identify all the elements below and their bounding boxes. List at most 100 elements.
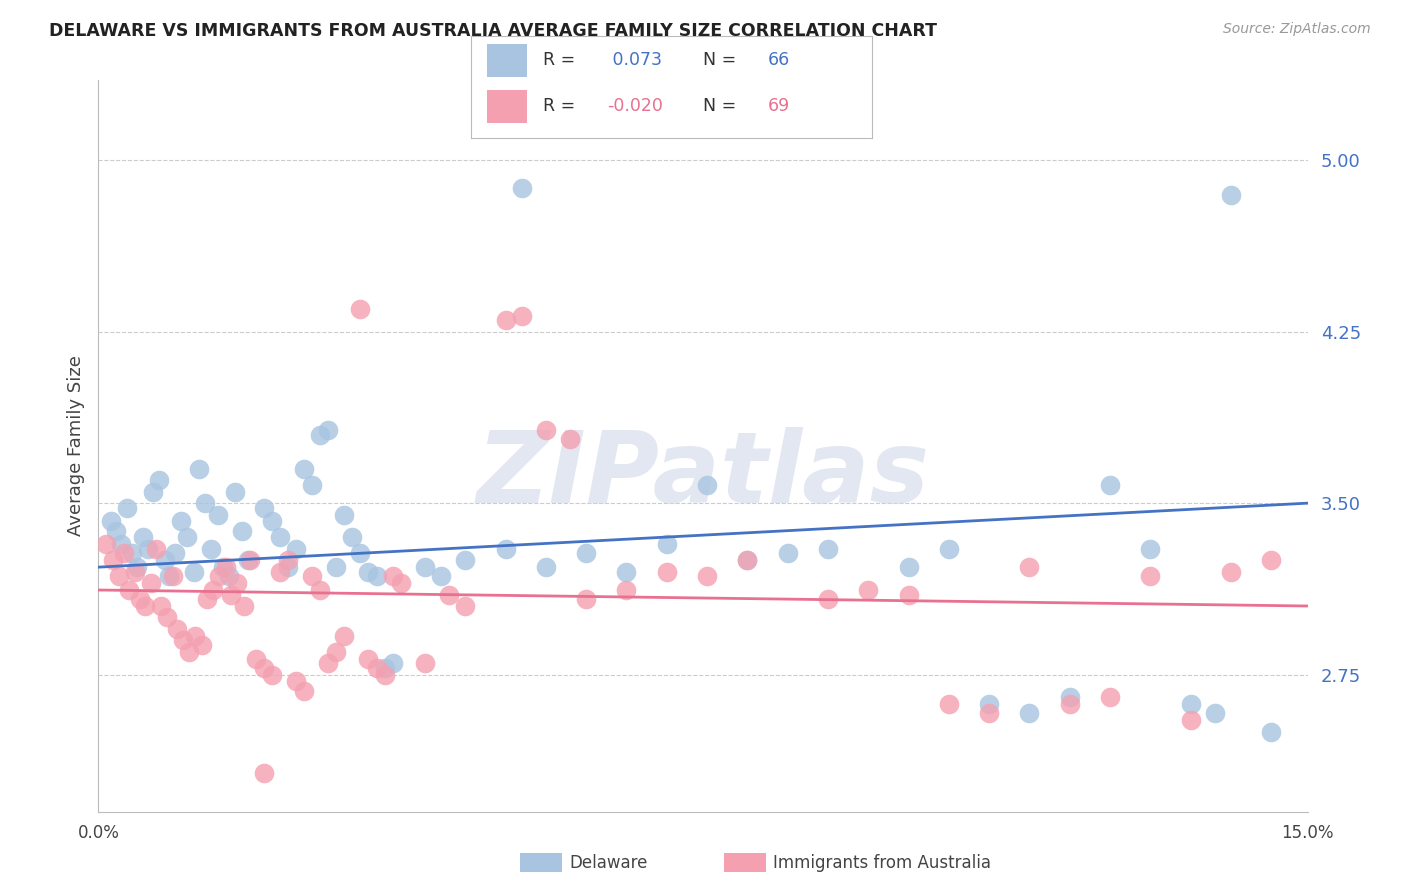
Point	[776, 546, 799, 560]
Point	[124, 565, 146, 579]
Point	[858, 582, 880, 597]
Point	[316, 656, 339, 670]
Point	[148, 473, 170, 487]
Point	[381, 656, 404, 670]
Point	[284, 541, 307, 556]
Point	[157, 569, 180, 583]
Point	[696, 569, 718, 583]
Point	[292, 683, 315, 698]
Point	[1059, 690, 1081, 705]
Point	[817, 592, 839, 607]
Point	[153, 553, 176, 567]
Point	[616, 582, 638, 597]
Point	[333, 508, 356, 522]
Point	[112, 546, 135, 560]
Point	[309, 582, 332, 597]
Point	[101, 553, 124, 567]
Point	[226, 576, 249, 591]
Point	[139, 576, 162, 591]
Text: DELAWARE VS IMMIGRANTS FROM AUSTRALIA AVERAGE FAMILY SIZE CORRELATION CHART: DELAWARE VS IMMIGRANTS FROM AUSTRALIA AV…	[49, 22, 938, 40]
Point	[349, 301, 371, 316]
Point	[115, 500, 138, 515]
Point	[1018, 706, 1040, 721]
Point	[105, 524, 128, 538]
Point	[253, 765, 276, 780]
Point	[616, 565, 638, 579]
Point	[413, 656, 436, 670]
Point	[1220, 565, 1243, 579]
Point	[655, 537, 678, 551]
Point	[1180, 714, 1202, 728]
Point	[218, 569, 240, 583]
Point	[510, 180, 533, 194]
Point	[277, 560, 299, 574]
Point	[118, 582, 141, 597]
Point	[534, 423, 557, 437]
Point	[224, 484, 246, 499]
Point	[232, 599, 254, 613]
Point	[325, 560, 347, 574]
Point	[381, 569, 404, 583]
Point	[129, 592, 152, 607]
Point	[357, 565, 380, 579]
Point	[183, 565, 205, 579]
Point	[1099, 478, 1122, 492]
Text: ZIPatlas: ZIPatlas	[477, 426, 929, 524]
Point	[938, 541, 960, 556]
Point	[1204, 706, 1226, 721]
Point	[134, 599, 156, 613]
Text: -0.020: -0.020	[607, 97, 664, 115]
Point	[200, 541, 222, 556]
Point	[454, 599, 477, 613]
Point	[260, 667, 283, 681]
Point	[156, 610, 179, 624]
Point	[96, 537, 118, 551]
Point	[163, 546, 186, 560]
Point	[107, 569, 129, 583]
Point	[938, 698, 960, 712]
Point	[1260, 724, 1282, 739]
Point	[253, 500, 276, 515]
Point	[176, 530, 198, 544]
Point	[979, 706, 1001, 721]
Text: Source: ZipAtlas.com: Source: ZipAtlas.com	[1223, 22, 1371, 37]
Point	[269, 565, 291, 579]
Point	[208, 569, 231, 583]
Point	[817, 541, 839, 556]
Point	[301, 569, 323, 583]
Point	[188, 462, 211, 476]
Point	[277, 553, 299, 567]
Point	[325, 645, 347, 659]
FancyBboxPatch shape	[486, 90, 527, 123]
Point	[245, 651, 267, 665]
Point	[357, 651, 380, 665]
Point	[309, 427, 332, 442]
Text: R =: R =	[543, 97, 581, 115]
Text: N =: N =	[703, 97, 742, 115]
Point	[145, 541, 167, 556]
Point	[284, 674, 307, 689]
Point	[1220, 187, 1243, 202]
Point	[121, 546, 143, 560]
Point	[100, 515, 122, 529]
Point	[510, 309, 533, 323]
Point	[292, 462, 315, 476]
Point	[253, 661, 276, 675]
Point	[215, 560, 238, 574]
Point	[142, 484, 165, 499]
Point	[184, 629, 207, 643]
Point	[177, 645, 200, 659]
Point	[221, 588, 243, 602]
Point	[207, 508, 229, 522]
Point	[260, 515, 283, 529]
Point	[231, 524, 253, 538]
Point	[366, 661, 388, 675]
Point	[212, 560, 235, 574]
Point	[534, 560, 557, 574]
Point	[1018, 560, 1040, 574]
Point	[575, 592, 598, 607]
Point	[127, 560, 149, 574]
Point	[172, 633, 194, 648]
Text: 66: 66	[768, 52, 790, 70]
Point	[138, 541, 160, 556]
